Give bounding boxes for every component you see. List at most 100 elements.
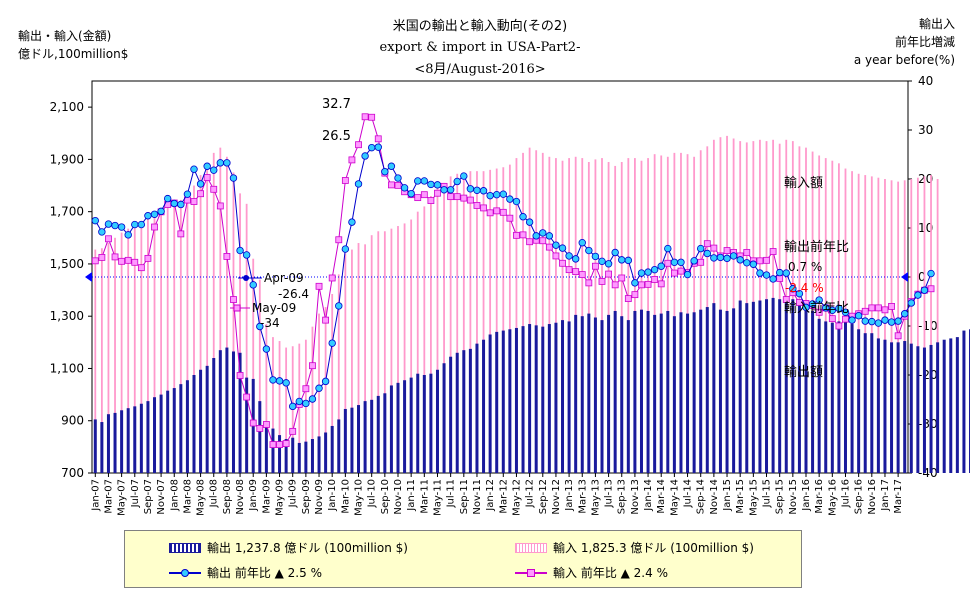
export-bar <box>297 442 301 473</box>
import-bar <box>232 172 235 473</box>
export-bar <box>442 363 446 473</box>
export-bar <box>587 313 591 473</box>
export-yoy-point <box>137 220 146 229</box>
export-bar <box>245 377 249 473</box>
export-yoy-point <box>716 253 725 262</box>
left-axis-unit-2: 億ドル,100million$ <box>18 47 128 61</box>
import-yoy-point <box>276 441 283 448</box>
import-yoy-point <box>309 362 316 370</box>
export-bar <box>166 390 170 473</box>
import-bar <box>285 347 288 473</box>
export-bar <box>784 296 788 473</box>
x-axis-tick-label: Jan-11 <box>406 479 417 512</box>
x-axis-tick-label: Sep-10 <box>380 479 391 514</box>
import-bar <box>397 226 399 473</box>
left-axis-tick-label: 1,100 <box>50 361 84 375</box>
label-minus-26-4: -26.4 <box>278 287 309 301</box>
import-yoy-point <box>605 270 612 278</box>
import-yoy-point <box>348 156 356 164</box>
import-bar <box>594 159 597 473</box>
import-bar <box>107 243 110 473</box>
export-yoy-point <box>756 269 764 277</box>
export-bar <box>396 382 400 473</box>
export-yoy-point <box>907 299 915 307</box>
export-yoy-point <box>321 377 330 386</box>
export-yoy-point <box>762 271 771 279</box>
export-bar <box>258 401 262 473</box>
import-yoy-point <box>177 230 185 238</box>
import-yoy-point <box>670 269 678 277</box>
import-bar <box>548 156 551 473</box>
left-axis-tick-label: 1,900 <box>50 152 84 166</box>
x-axis-tick-label: Mar-10 <box>340 479 351 514</box>
import-yoy-point <box>861 307 869 315</box>
export-yoy-point <box>868 317 876 326</box>
export-yoy-point <box>657 262 665 270</box>
right-axis-tick-label: -10 <box>918 319 938 333</box>
export-yoy-point <box>841 308 850 316</box>
import-bar <box>561 160 564 473</box>
import-yoy-point <box>782 296 790 303</box>
legend-imports-label: 輸入 1,825.3 億ドル (100million $) <box>553 541 754 555</box>
export-bar <box>929 344 933 473</box>
export-yoy-point <box>835 304 843 313</box>
import-bar <box>535 150 538 473</box>
import-bar <box>857 173 860 474</box>
x-axis-tick-label: May-07 <box>117 479 128 516</box>
import-bar <box>916 177 919 473</box>
export-yoy-point <box>558 244 567 252</box>
export-bar <box>593 317 597 473</box>
export-bar <box>666 310 670 473</box>
import-bar <box>226 156 228 473</box>
export-yoy-point <box>111 221 119 230</box>
import-bar <box>212 152 215 473</box>
export-yoy-point <box>473 186 481 194</box>
export-yoy-point <box>440 186 448 194</box>
export-yoy-point <box>901 310 909 318</box>
import-bar <box>344 253 347 473</box>
export-yoy-point <box>131 220 139 229</box>
export-yoy-point <box>670 258 679 266</box>
export-yoy-point <box>400 184 409 192</box>
export-bar <box>172 388 176 473</box>
import-bar <box>456 173 459 474</box>
export-bar <box>850 324 854 473</box>
import-bar <box>443 182 445 474</box>
import-bar <box>522 152 524 473</box>
x-axis-tick-label: Mar-11 <box>419 479 430 514</box>
import-bar <box>555 158 557 474</box>
x-axis-tick-label: Mar-14 <box>656 479 667 514</box>
legend-import-yoy-swatch <box>515 568 547 578</box>
may09-leader-marker <box>233 304 241 312</box>
export-yoy-point <box>598 257 606 266</box>
export-yoy-point <box>262 345 271 353</box>
export-bar <box>212 358 216 473</box>
export-yoy-point <box>539 229 547 237</box>
export-yoy-point <box>216 159 225 167</box>
import-bar <box>193 185 195 474</box>
import-yoy-point <box>519 231 527 239</box>
export-yoy-point <box>124 231 132 239</box>
legend-imports-swatch <box>515 542 547 553</box>
export-bar <box>922 347 926 473</box>
x-axis-tick-label: Sep-15 <box>775 479 786 514</box>
import-yoy-point <box>427 197 435 204</box>
import-bar <box>897 181 900 473</box>
export-yoy-point <box>183 190 192 198</box>
export-yoy-point <box>374 143 382 151</box>
x-axis-tick-label: Sep-07 <box>143 479 154 514</box>
chart-title-date: <8月/August-2016> <box>414 62 545 77</box>
import-yoy-point <box>394 181 402 189</box>
export-yoy-point <box>512 197 521 206</box>
label-export-yoy-last: 0.7 % <box>788 260 822 274</box>
export-bar <box>370 399 374 473</box>
x-axis-tick-label: Jan-16 <box>801 479 812 512</box>
export-yoy-point <box>874 319 883 327</box>
export-bar <box>205 365 209 473</box>
import-yoy-point <box>888 302 895 310</box>
export-yoy-point <box>828 306 837 315</box>
export-yoy-point <box>650 265 659 274</box>
label-apr09: Apr-09 <box>264 271 304 285</box>
import-yoy-point <box>743 249 751 256</box>
export-bar <box>495 331 499 473</box>
